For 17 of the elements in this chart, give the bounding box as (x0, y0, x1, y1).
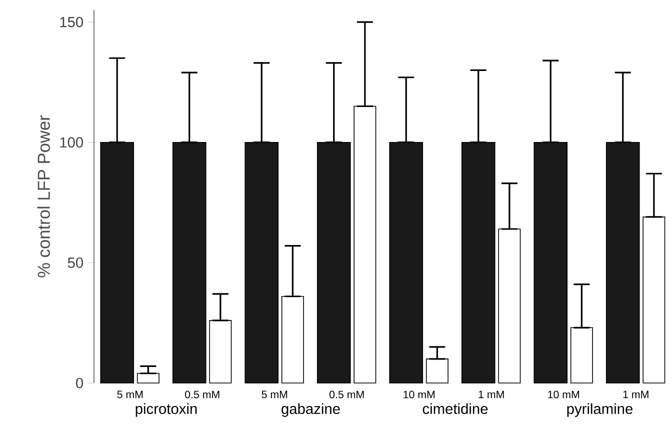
y-axis-title: % control LFP Power (37, 115, 50, 278)
text: picrotoxin (136, 403, 197, 417)
x-tick-label: 0.5 mM (185, 390, 220, 398)
x-tick-label: 10 mM (404, 390, 435, 398)
x-tick-label: 10 mM (548, 390, 580, 398)
y-tick-label: 50 (68, 258, 84, 268)
text: cimetidine (422, 403, 488, 414)
x-tick-label: 1 mM (623, 390, 648, 398)
x-tick-label: 5 mM (262, 390, 288, 398)
y-tick-label: 150 (60, 16, 84, 28)
x-tick-label: 5 mM (117, 390, 143, 398)
text: gabazine (282, 403, 340, 417)
y-tick-label: 0 (76, 378, 84, 388)
x-tick-label: 1 mM (478, 390, 504, 398)
text: pyrilamine (567, 403, 633, 417)
x-tick-label: 0.5 mM (330, 390, 364, 398)
y-tick-label: 100 (60, 137, 84, 148)
